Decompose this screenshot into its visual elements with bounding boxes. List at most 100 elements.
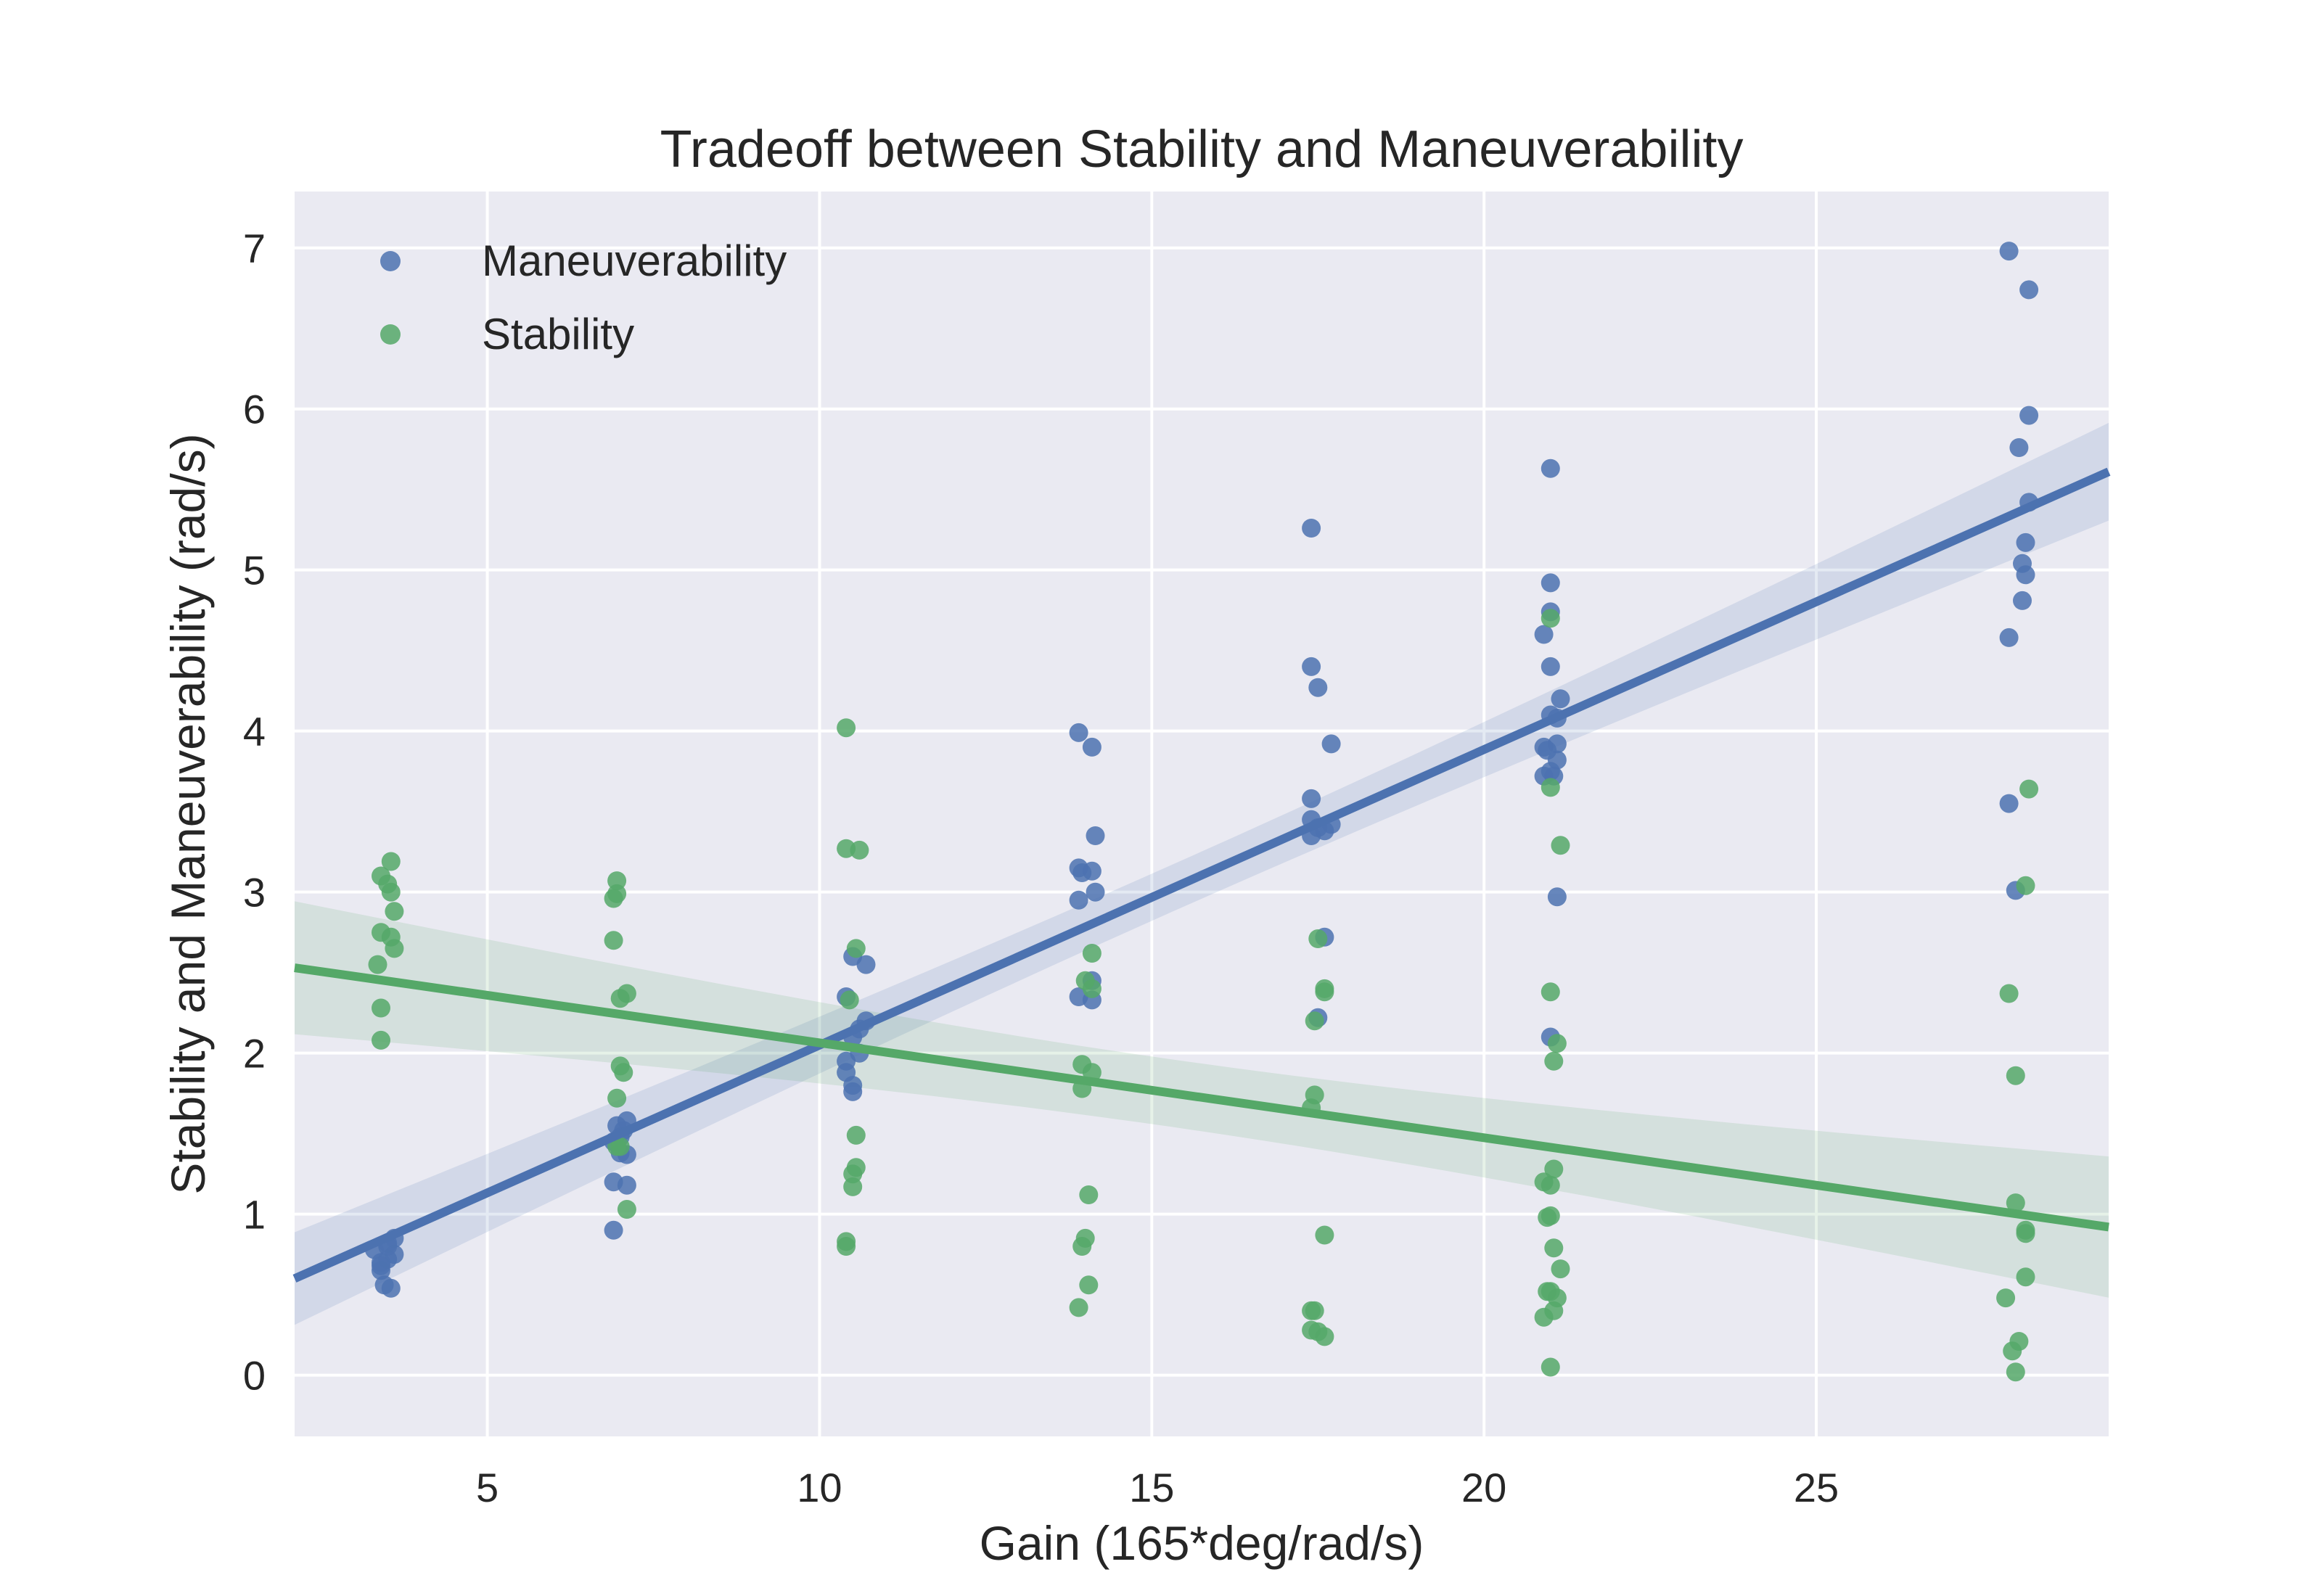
grid <box>295 192 2109 1436</box>
maneuverability-point <box>1069 890 1088 910</box>
tick-labels: 5 10 15 20 25 0 1 2 3 4 5 6 7 <box>243 226 1839 1510</box>
stability-point <box>372 866 390 886</box>
maneuverability-point <box>1541 657 1560 676</box>
stability-point <box>617 984 636 1003</box>
maneuverability-point <box>381 1278 401 1298</box>
x-tick-label: 10 <box>797 1465 842 1510</box>
stability-point <box>1541 1282 1560 1301</box>
y-tick-label: 0 <box>243 1353 266 1399</box>
maneuverability-point <box>2009 438 2029 457</box>
y-tick-label: 6 <box>243 387 266 432</box>
maneuverability-point <box>1999 628 2019 647</box>
maneuverability-point <box>2013 554 2032 573</box>
stability-point <box>372 923 390 942</box>
stability-point <box>1999 984 2019 1003</box>
regression-lines <box>292 467 2111 1283</box>
legend-label-maneuverability: Maneuverability <box>482 236 787 285</box>
stability-point <box>1541 1357 1560 1377</box>
maneuverability-point <box>604 1220 623 1240</box>
stability-point <box>1544 1238 1564 1258</box>
maneuverability-point <box>617 1175 636 1195</box>
stability-point <box>385 902 404 921</box>
stability-point <box>1541 1206 1560 1225</box>
stability-point <box>2019 779 2039 799</box>
stability-point <box>1308 929 1328 948</box>
maneuverability-point <box>1999 242 2019 261</box>
y-tick-label: 5 <box>243 548 266 593</box>
legend-label-stability: Stability <box>482 310 634 358</box>
maneuverability-point <box>1321 734 1341 754</box>
maneuverability-point <box>1541 573 1560 593</box>
stability-point <box>1315 979 1334 998</box>
stability-point <box>1996 1288 2016 1308</box>
y-tick-label: 1 <box>243 1192 266 1238</box>
maneuverability-point <box>2019 280 2039 300</box>
maneuverability-point <box>1086 826 1105 845</box>
maneuverability-point <box>1534 625 1554 644</box>
stability-point <box>1315 1225 1334 1245</box>
y-axis-label: Stability and Maneuverability (rad/s) <box>161 433 215 1194</box>
stability-point <box>846 1125 866 1145</box>
stability-point <box>1541 778 1560 797</box>
x-tick-label: 15 <box>1129 1465 1174 1510</box>
maneuverability-point <box>843 1082 863 1101</box>
stability-point <box>837 1232 856 1251</box>
stability-point <box>850 840 869 860</box>
stability-point <box>1072 1055 1092 1074</box>
stability-point <box>2006 1193 2025 1213</box>
legend-marker-maneuverability <box>380 251 401 271</box>
maneuverability-point <box>1308 678 1328 697</box>
maneuverability-point <box>2019 406 2039 425</box>
maneuverability-point <box>837 1051 856 1071</box>
maneuverability-point <box>1547 887 1567 907</box>
stability-point <box>1305 1011 1324 1031</box>
maneuverability-regression-line <box>292 467 2111 1283</box>
maneuverability-point <box>1999 794 2019 813</box>
legend-marker-stability <box>380 324 401 345</box>
maneuverability-point <box>1069 858 1088 878</box>
maneuverability-point <box>1551 689 1570 709</box>
stability-point <box>1305 1301 1324 1320</box>
y-tick-label: 4 <box>243 709 266 754</box>
maneuverability-point <box>1082 737 1101 757</box>
y-tick-label: 3 <box>243 870 266 916</box>
stability-point <box>1547 1034 1567 1053</box>
stability-point <box>372 998 390 1018</box>
stability-point <box>1075 971 1095 990</box>
stability-point <box>1079 1275 1099 1295</box>
y-tick-label: 7 <box>243 226 266 271</box>
stability-point <box>1541 982 1560 1002</box>
y-tick-label: 2 <box>243 1031 266 1077</box>
stability-point <box>368 955 387 974</box>
maneuverability-point <box>372 1256 390 1275</box>
maneuverability-point <box>1302 519 1321 538</box>
legend: Maneuverability Stability <box>380 236 787 358</box>
maneuverability-point <box>1302 657 1321 676</box>
x-tick-label: 25 <box>1794 1465 1839 1510</box>
stability-point <box>2016 1267 2035 1287</box>
maneuverability-point <box>2013 591 2032 610</box>
stability-point <box>1069 1298 1088 1317</box>
stability-point <box>1305 1085 1324 1105</box>
stability-point <box>2016 1220 2035 1240</box>
maneuverability-point <box>2016 532 2035 552</box>
stability-point <box>840 990 859 1010</box>
stability-point <box>1541 1175 1560 1195</box>
stability-point <box>1082 944 1101 963</box>
x-axis-label: Gain (165*deg/rad/s) <box>980 1516 1424 1570</box>
x-tick-label: 5 <box>476 1465 499 1510</box>
stability-point <box>1302 1320 1321 1340</box>
stability-point <box>607 871 627 891</box>
stability-point <box>381 852 401 871</box>
stability-point <box>2006 1362 2025 1382</box>
stability-point <box>837 718 856 738</box>
stability-point <box>1075 1228 1095 1248</box>
maneuverability-point <box>1086 882 1105 902</box>
maneuverability-point <box>1302 789 1321 808</box>
stability-point <box>607 1088 627 1108</box>
stability-point <box>610 1056 630 1076</box>
maneuverability-point <box>1541 458 1560 478</box>
maneuverability-point <box>1069 723 1088 742</box>
chart-title: Tradeoff between Stability and Maneuvera… <box>660 120 1744 178</box>
